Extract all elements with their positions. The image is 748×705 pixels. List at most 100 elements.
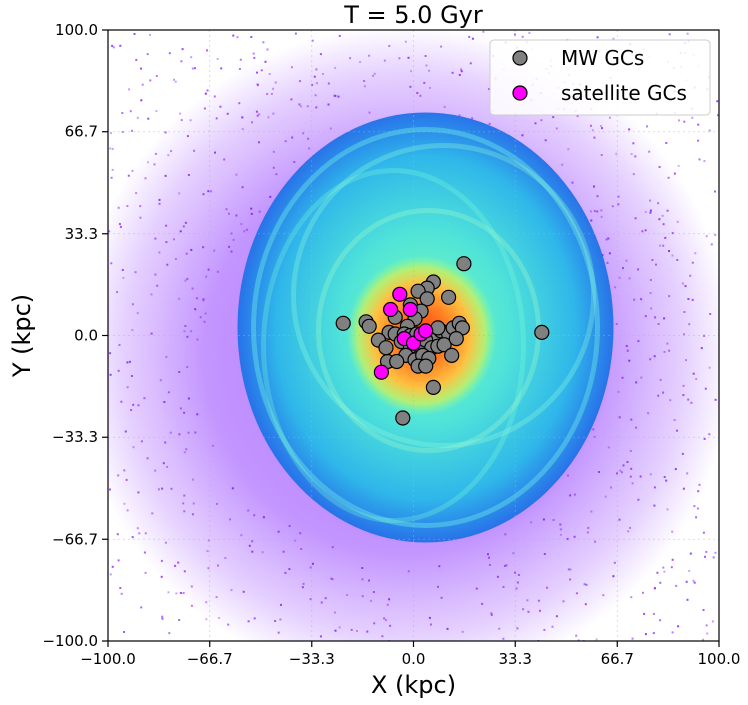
density-speck — [712, 556, 715, 559]
density-speck — [714, 233, 717, 236]
density-speck — [689, 552, 692, 555]
density-speck — [190, 56, 193, 59]
density-speck — [671, 631, 674, 634]
density-speck — [117, 559, 120, 562]
mw-gc-point — [436, 337, 452, 353]
satellite-gc-point — [392, 286, 408, 302]
mw-gc-point — [444, 347, 460, 363]
density-speck — [686, 598, 689, 601]
density-speck — [685, 580, 688, 583]
chart-title: T = 5.0 Gyr — [343, 1, 483, 29]
density-speck — [121, 112, 124, 114]
density-speck — [155, 75, 158, 77]
density-speck — [528, 31, 531, 34]
density-shell-arc — [261, 168, 526, 523]
density-speck — [168, 52, 171, 55]
density-speck — [688, 569, 691, 572]
density-speck — [140, 67, 142, 70]
y-axis-label: Y (kpc) — [8, 294, 36, 378]
density-speck — [168, 632, 171, 635]
density-speck — [133, 33, 136, 35]
density-speck — [696, 507, 699, 510]
density-speck — [643, 612, 646, 615]
density-shell-arc — [251, 127, 600, 528]
density-speck — [665, 142, 668, 144]
density-speck — [112, 46, 115, 49]
density-speck — [109, 573, 112, 576]
legend-marker-mw-gcs — [512, 50, 528, 66]
density-speck — [706, 632, 709, 635]
density-speck — [191, 67, 194, 70]
density-speck — [630, 596, 633, 599]
density-speck — [482, 30, 485, 33]
density-speck — [697, 123, 700, 126]
density-speck — [173, 78, 175, 81]
density-speck — [155, 110, 158, 113]
density-speck — [147, 117, 150, 120]
density-speck — [146, 53, 149, 56]
density-speck — [252, 52, 255, 55]
y-tick-label: −66.7 — [52, 530, 98, 548]
mw-gc-point — [418, 358, 434, 374]
density-speck — [716, 100, 719, 103]
density-speck — [116, 533, 119, 536]
density-speck — [698, 158, 701, 161]
density-speck — [659, 619, 662, 622]
x-tick-label: −33.3 — [289, 650, 335, 668]
satellite-gc-point — [402, 301, 418, 318]
mw-gc-point — [395, 410, 411, 426]
density-speck — [697, 139, 700, 142]
y-tick-label: 0.0 — [74, 327, 98, 345]
density-speck — [140, 99, 143, 102]
density-speck — [714, 551, 717, 554]
density-speck — [181, 48, 184, 51]
density-speck — [119, 44, 122, 47]
density-speck — [250, 36, 253, 38]
density-speck — [110, 132, 112, 135]
density-speck — [123, 631, 126, 633]
density-speck — [653, 587, 656, 590]
density-speck — [644, 633, 647, 636]
density-speck — [662, 566, 665, 569]
density-speck — [136, 116, 139, 119]
density-speck — [174, 80, 177, 83]
density-speck — [577, 639, 580, 641]
density-speck — [693, 581, 696, 584]
density-speck — [149, 33, 151, 36]
density-shell-arc — [291, 143, 596, 448]
mw-gc-point — [441, 289, 457, 305]
legend-label-satellite-gcs: satellite GCs — [561, 81, 687, 105]
density-speck — [121, 130, 124, 133]
density-speck — [714, 190, 716, 193]
density-speck — [652, 632, 655, 635]
density-speck — [659, 581, 662, 584]
density-speck — [677, 625, 680, 628]
density-speck — [167, 591, 170, 594]
density-speck — [691, 116, 694, 119]
density-speck — [194, 67, 196, 70]
density-speck — [595, 638, 598, 641]
y-axis: −100.0 −66.7 −33.3 0.0 33.3 66.7 100.0 — [42, 21, 108, 650]
density-speck — [670, 566, 673, 569]
density-speck — [266, 48, 269, 51]
density-speck — [135, 58, 138, 61]
y-tick-label: 66.7 — [65, 123, 98, 141]
density-speck — [656, 571, 659, 574]
density-speck — [678, 119, 680, 122]
density-speck — [514, 33, 516, 36]
mw-gc-point — [335, 315, 351, 331]
density-speck — [642, 591, 644, 594]
density-speck — [711, 620, 714, 623]
density-speck — [704, 555, 706, 558]
density-speck — [705, 550, 708, 553]
x-axis: −100.0 −66.7 −33.3 0.0 33.3 66.7 100.0 — [80, 641, 740, 668]
mw-gc-point — [389, 353, 405, 370]
y-tick-label: −100.0 — [42, 632, 98, 650]
density-speck — [144, 571, 147, 574]
density-speck — [180, 60, 183, 63]
density-speck — [111, 44, 114, 47]
density-speck — [120, 592, 123, 595]
density-speck — [111, 565, 114, 568]
density-speck — [131, 129, 133, 132]
mw-gc-point — [419, 291, 435, 307]
